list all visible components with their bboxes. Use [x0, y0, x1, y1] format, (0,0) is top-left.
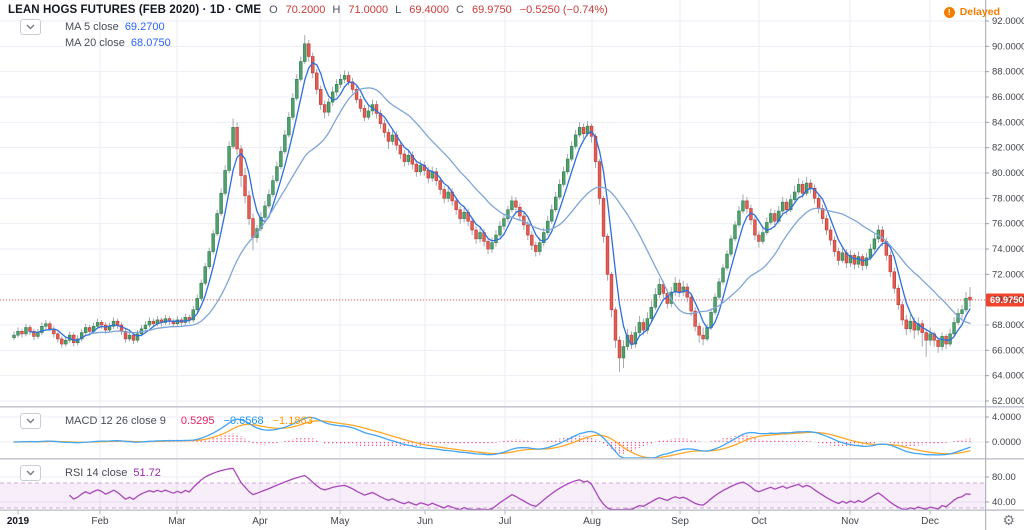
pane-separator[interactable] — [0, 406, 1024, 408]
delayed-warning-icon: ! — [943, 6, 955, 18]
svg-text:2019: 2019 — [7, 516, 30, 527]
time-axis[interactable] — [17, 510, 931, 515]
pane-separator[interactable] — [0, 458, 1024, 460]
svg-text:Apr: Apr — [252, 516, 268, 527]
chevron-down-icon — [26, 24, 35, 30]
svg-text:90.0000: 90.0000 — [992, 41, 1024, 52]
svg-text:Oct: Oct — [751, 516, 767, 527]
ma5-value: 69.2700 — [124, 21, 165, 33]
time-axis-settings-gear-icon[interactable]: ⚙ — [1002, 512, 1015, 528]
svg-text:62.0000: 62.0000 — [992, 396, 1024, 407]
rsi-line — [69, 467, 971, 511]
macd-label[interactable]: MACD 12 26 close 9 — [65, 415, 166, 427]
ma5-label[interactable]: MA 5 close — [65, 21, 119, 33]
change-value: −0.5250 (−0.74%) — [519, 4, 608, 16]
rsi-label[interactable]: RSI 14 close — [65, 467, 128, 479]
svg-text:Aug: Aug — [583, 516, 601, 527]
collapse-indicators-button[interactable] — [20, 19, 41, 35]
time-axis-separator — [0, 509, 1024, 511]
candles — [12, 34, 972, 372]
svg-text:Mar: Mar — [168, 516, 186, 527]
rsi-legend-row: RSI 14 close 51.72 — [20, 465, 161, 481]
svg-text:70.0000: 70.0000 — [992, 295, 1024, 306]
svg-text:92.0000: 92.0000 — [992, 16, 1024, 27]
chevron-down-icon — [26, 418, 35, 424]
collapse-macd-button[interactable] — [20, 413, 41, 429]
svg-text:Nov: Nov — [841, 516, 859, 527]
ma5-legend-row: MA 5 close 69.2700 — [20, 19, 165, 35]
rsi-band — [0, 483, 985, 508]
svg-text:80.0000: 80.0000 — [992, 168, 1024, 179]
ma20-label[interactable]: MA 20 close — [65, 37, 125, 49]
svg-text:78.0000: 78.0000 — [992, 193, 1024, 204]
macd-plot — [13, 416, 971, 459]
delayed-badge[interactable]: ! Delayed — [943, 6, 1000, 18]
svg-text:84.0000: 84.0000 — [992, 117, 1024, 128]
macd-legend-row: MACD 12 26 close 9 0.5295 −0.6568 −1.1863 — [20, 413, 313, 429]
collapse-rsi-button[interactable] — [20, 465, 41, 481]
macd-line — [13, 416, 971, 459]
svg-text:0.0000: 0.0000 — [992, 437, 1021, 448]
svg-text:80.00: 80.00 — [992, 472, 1016, 483]
svg-text:69.9750: 69.9750 — [990, 295, 1024, 305]
svg-text:82.0000: 82.0000 — [992, 143, 1024, 154]
last-price-tag — [986, 293, 1024, 307]
symbol-title[interactable]: LEAN HOGS FUTURES (FEB 2020) · 1D · CME — [8, 4, 262, 16]
ohlc-values: O 70.2000 H 71.0000 L 69.4000 C 69.9750 — [269, 4, 512, 16]
rsi-value: 51.72 — [133, 467, 161, 479]
svg-text:Jul: Jul — [499, 516, 512, 527]
svg-text:40.00: 40.00 — [992, 497, 1016, 508]
svg-text:64.0000: 64.0000 — [992, 371, 1024, 382]
svg-text:Dec: Dec — [921, 516, 939, 527]
ma20-value: 68.0750 — [130, 37, 171, 49]
macd-values: 0.5295 −0.6568 −1.1863 — [180, 415, 313, 427]
svg-text:Feb: Feb — [91, 516, 109, 527]
symbol-header: LEAN HOGS FUTURES (FEB 2020) · 1D · CME … — [8, 4, 608, 16]
svg-text:76.0000: 76.0000 — [992, 219, 1024, 230]
svg-text:86.0000: 86.0000 — [992, 92, 1024, 103]
price-axis[interactable] — [985, 20, 1024, 503]
svg-text:72.0000: 72.0000 — [992, 269, 1024, 280]
svg-text:Jun: Jun — [417, 516, 433, 527]
svg-text:May: May — [331, 516, 350, 527]
svg-text:88.0000: 88.0000 — [992, 67, 1024, 78]
price-axis-separator — [985, 0, 987, 530]
svg-text:68.0000: 68.0000 — [992, 320, 1024, 331]
ma20-legend-row: MA 20 close 68.0750 — [47, 37, 171, 49]
ma5-line — [29, 62, 971, 346]
ma20-line — [89, 87, 971, 335]
svg-text:4.0000: 4.0000 — [992, 412, 1021, 423]
svg-text:74.0000: 74.0000 — [992, 244, 1024, 255]
chevron-down-icon — [26, 470, 35, 476]
svg-text:66.0000: 66.0000 — [992, 345, 1024, 356]
svg-text:Sep: Sep — [671, 516, 689, 527]
delayed-label: Delayed — [959, 6, 1000, 18]
